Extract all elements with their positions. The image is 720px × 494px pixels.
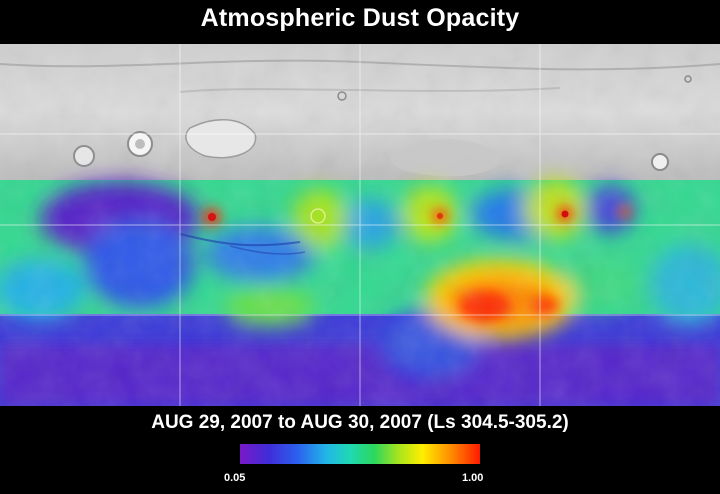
color-scale-bar [240, 444, 480, 464]
mars-dust-opacity-map [0, 44, 720, 406]
map-canvas [0, 44, 720, 406]
map-title: Atmospheric Dust Opacity [200, 4, 520, 32]
scale-min-label: 0.05 [224, 472, 246, 484]
date-range-caption: AUG 29, 2007 to AUG 30, 2007 (Ls 304.5-3… [151, 412, 569, 433]
map-grid [0, 44, 720, 406]
scale-max-label: 1.00 [462, 472, 484, 484]
